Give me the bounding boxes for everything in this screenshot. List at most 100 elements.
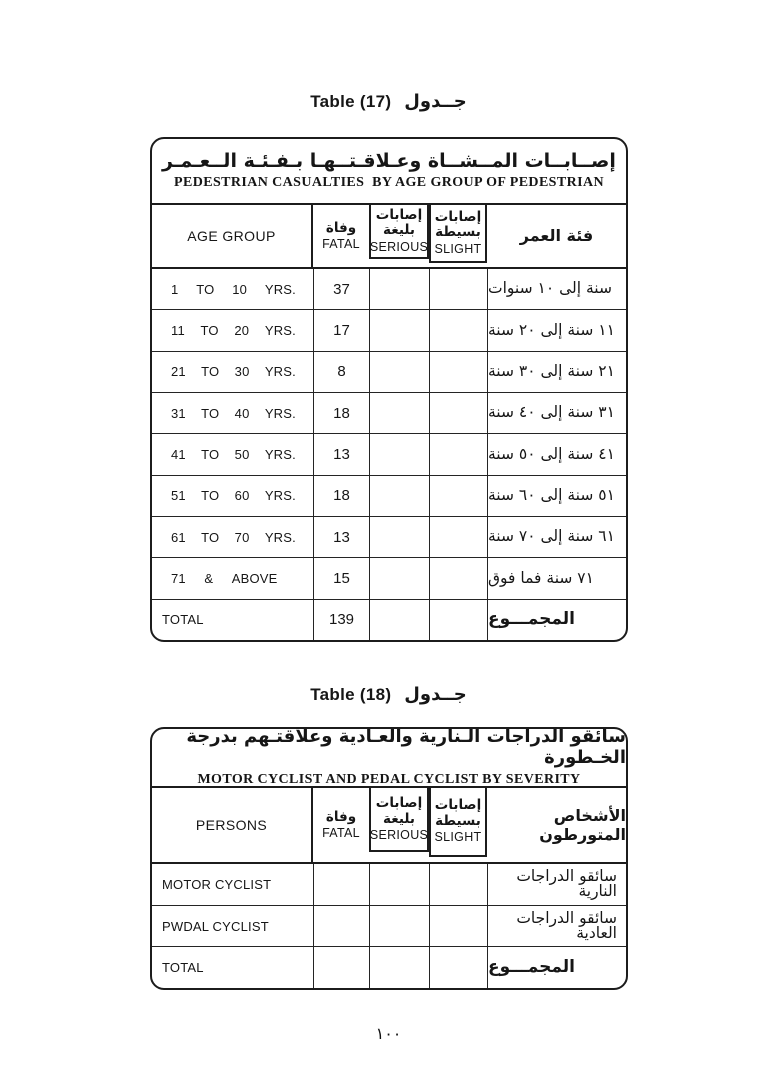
table17-title-english: PEDESTRIAN CASUALTIES BY AGE GROUP OF PE… [174,175,604,191]
age-to: 10 [232,281,248,297]
table17-title-arabic: إصــابــات المــشــاة وعـلاقـتــهـا بـفـ… [162,149,616,172]
table18-header-persons-ar: الأشخاص المتورطون [487,788,626,862]
table18-caption: Table (18) جــدول [0,684,777,705]
age-unit: YRS. [264,281,296,297]
person-type-cell: MOTOR CYCLIST [162,876,272,892]
fatal-cell: 13 [313,434,369,475]
age-to: 20 [234,322,250,338]
age-from: 11 [171,322,185,338]
person-type-arabic-cell: سائقو الدراجات النارية [487,864,626,905]
age-group-cell: 31 TO 40 YRS. [152,393,313,433]
age-unit: YRS. [264,529,296,545]
fatal-label-en: FATAL [322,826,360,841]
age-to: 30 [234,364,250,380]
age-group-arabic-cell: ٤١ سنة إلى ٥٠ سنة [487,434,626,475]
serious-total-cell [369,947,429,988]
slight-cell [429,475,487,516]
age-to: 40 [234,405,250,421]
slight-cell [429,905,487,947]
serious-cell [369,351,429,392]
table-row: 1 TO 10 YRS. 37 سنة إلى ١٠ سنوات [152,269,626,311]
table18-header-fatal: وفاة FATAL [313,788,369,862]
fatal-total-cell [313,947,369,988]
slight-cell [429,351,487,392]
total-label-cell: TOTAL [162,612,204,628]
age-unit: YRS. [264,488,296,504]
persons-involved-label-ar: الأشخاص المتورطون [539,805,626,844]
table18-header-slight: إصابات بسيطة SLIGHT [429,788,487,862]
age-group-cell: 21 TO 30 YRS. [152,352,313,392]
age-unit: YRS. [264,405,296,421]
age-group-arabic-cell: سنة إلى ١٠ سنوات [487,269,626,310]
slight-cell [429,434,487,475]
slight-total-cell [429,599,487,640]
age-to: 60 [234,488,250,504]
age-group-cell: 71 & ABOVE [152,558,313,598]
age-to-word: TO [200,322,219,338]
table17-body: 1 TO 10 YRS. 37 سنة إلى ١٠ سنوات 11 TO 20 YRS.… [152,269,626,640]
fatal-label-en: FATAL [322,237,360,252]
fatal-total-cell: 139 [313,599,369,640]
fatal-cell: 15 [313,558,369,599]
slight-label-ar2: بسيطة [435,812,481,829]
table17-header-slight: إصابات بسيطة SLIGHT [429,205,487,267]
table18-title-arabic: سائقو الدراجات الـنارية والعـادية وعلاقت… [186,727,626,768]
age-group-cell: 1 TO 10 YRS. [152,269,313,309]
total-row: TOTAL المجمـــوع [152,947,626,988]
age-category-label-ar: فئة العمر [519,226,594,246]
serious-total-cell [369,599,429,640]
serious-cell [369,310,429,351]
serious-header-box: إصابات بليغة SERIOUS [369,788,429,853]
total-label-arabic-cell: المجمـــوع [487,599,626,640]
person-type-cell: PWDAL CYCLIST [162,918,269,934]
slight-label-ar1: إصابات [434,208,482,225]
table17-header-serious: إصابات بليغة SERIOUS [369,205,429,267]
table18-caption-ar: جــدول [404,684,467,705]
slight-label-en: SLIGHT [434,830,482,845]
slight-label-ar2: بسيطة [435,224,481,241]
age-from: 41 [171,446,186,462]
table18-body: MOTOR CYCLIST سائقو الدراجات النارية PWD… [152,864,626,988]
serious-cell [369,864,429,905]
age-to-word: TO [201,529,220,545]
age-from: 31 [171,405,186,421]
serious-cell [369,269,429,310]
table-row: 51 TO 60 YRS. 18 ٥١ سنة إلى ٦٠ سنة [152,475,626,517]
serious-header-box: إصابات بليغة SERIOUS [369,205,429,259]
age-to: ABOVE [231,570,278,586]
age-group-cell: 51 TO 60 YRS. [152,476,313,516]
table18-caption-en: Table (18) [310,685,392,704]
slight-cell [429,269,487,310]
table-row: 31 TO 40 YRS. 18 ٣١ سنة إلى ٤٠ سنة [152,392,626,435]
table17: إصــابــات المــشــاة وعـلاقـتــهـا بـفـ… [150,137,628,642]
table17-caption: Table (17) جــدول [0,91,777,112]
serious-cell [369,475,429,516]
table18-header-serious: إصابات بليغة SERIOUS [369,788,429,862]
page-number: ١٠٠ [375,1024,402,1043]
age-group-arabic-cell: ٢١ سنة إلى ٣٠ سنة [487,351,626,392]
serious-cell [369,516,429,558]
serious-label-ar2: بليغة [383,810,415,827]
total-row: TOTAL 139 المجمـــوع [152,599,626,640]
table17-caption-ar: جــدول [404,91,467,112]
serious-label-ar2: بليغة [383,222,415,239]
slight-total-cell [429,947,487,988]
slight-label-ar1: إصابات [434,797,482,814]
slight-header-box: إصابات بسيطة SLIGHT [429,205,487,263]
age-unit: YRS. [264,322,296,338]
serious-cell [369,434,429,475]
total-label-cell: TOTAL [162,960,204,976]
age-to-word: TO [201,364,220,380]
table17-caption-en: Table (17) [310,92,392,111]
table-row: PWDAL CYCLIST سائقو الدراجات العادية [152,905,626,948]
serious-label-en: SERIOUS [369,239,429,254]
table18-title-english: MOTOR CYCLIST AND PEDAL CYCLIST BY SEVER… [197,771,581,787]
fatal-cell: 8 [313,351,369,392]
table18: سائقو الدراجات الـنارية والعـادية وعلاقت… [150,727,628,990]
age-to-word: TO [201,488,220,504]
age-to-word: TO [201,446,220,462]
slight-label-en: SLIGHT [434,241,482,256]
age-from: 51 [171,488,186,504]
table17-header-row: AGE GROUP وفاة FATAL إصابات بليغة SERIOU… [152,205,626,269]
